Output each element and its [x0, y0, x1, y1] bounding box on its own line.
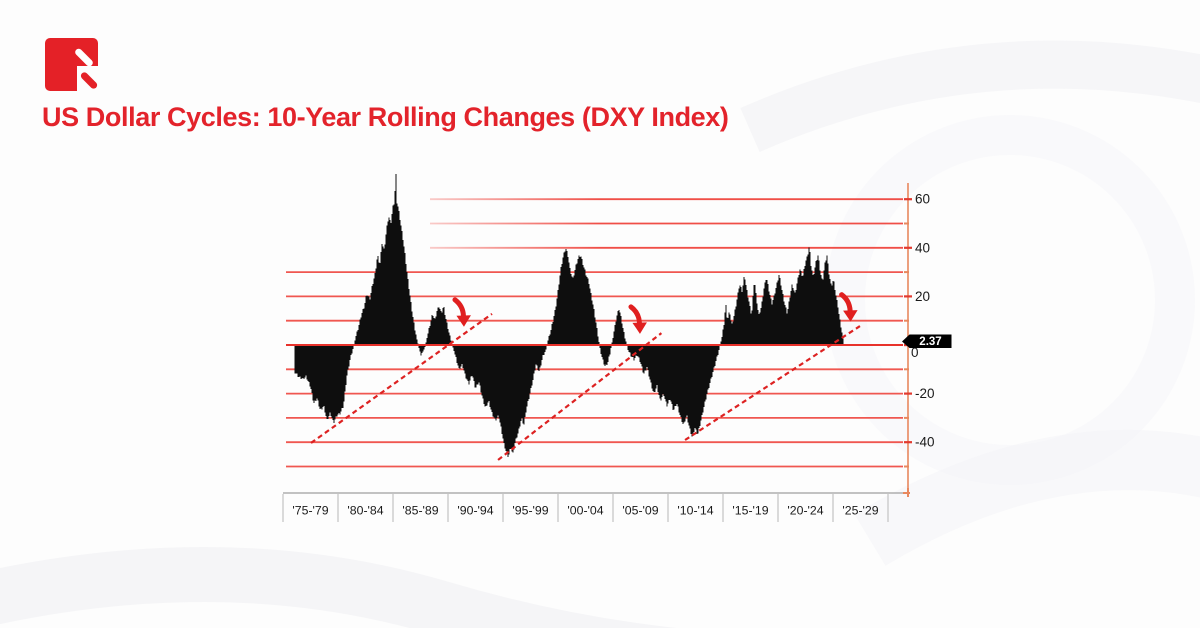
x-axis-label-3: '85-'89: [402, 504, 438, 518]
x-axis-label-2: '80-'84: [347, 504, 383, 518]
trendline-2: [497, 332, 663, 461]
x-axis-label-10: '20-'24: [787, 504, 823, 518]
x-axis-label-11: '25-'29: [842, 504, 878, 518]
x-axis-label-1: '75-'79: [292, 504, 328, 518]
y-axis-label-60: 60: [915, 192, 930, 207]
current-value-text: 2.37: [919, 336, 941, 348]
x-axis-label-7: '05-'09: [622, 504, 658, 518]
bars-series: [294, 174, 844, 457]
y-axis-ticks-and-labels: 60 40 20 0 -20 -40: [904, 192, 935, 468]
y-axis-label-0: 0: [911, 345, 919, 360]
x-axis-label-4: '90-'94: [457, 504, 493, 518]
page-title: US Dollar Cycles: 10-Year Rolling Change…: [42, 102, 729, 132]
y-axis-label-40: 40: [915, 240, 930, 255]
x-axis-label-8: '10-'14: [677, 504, 713, 518]
y-axis-label-20: 20: [915, 289, 930, 304]
x-axis-label-6: '00-'04: [567, 504, 603, 518]
trendline-3: [684, 325, 861, 441]
down-arrow-icon-2: [628, 304, 647, 334]
x-axis-corner-tick: [903, 488, 910, 497]
x-axis-labels: '75-'79 '80-'84 '85-'89 '90-'94 '95-'99 '00-'…: [282, 494, 889, 522]
x-axis-label-9: '15-'19: [732, 504, 768, 518]
brand-logo: [45, 38, 99, 91]
current-value-tag: 2.37: [902, 334, 952, 348]
y-axis-label--20: -20: [915, 386, 935, 401]
trendline-1: [310, 313, 493, 444]
down-arrow-icon-1: [452, 297, 471, 327]
cycle-trendlines: [310, 313, 861, 461]
y-axis-label--40: -40: [915, 435, 935, 450]
down-arrow-icon-3: [839, 292, 858, 322]
x-axis-label-5: '95-'99: [512, 504, 548, 518]
